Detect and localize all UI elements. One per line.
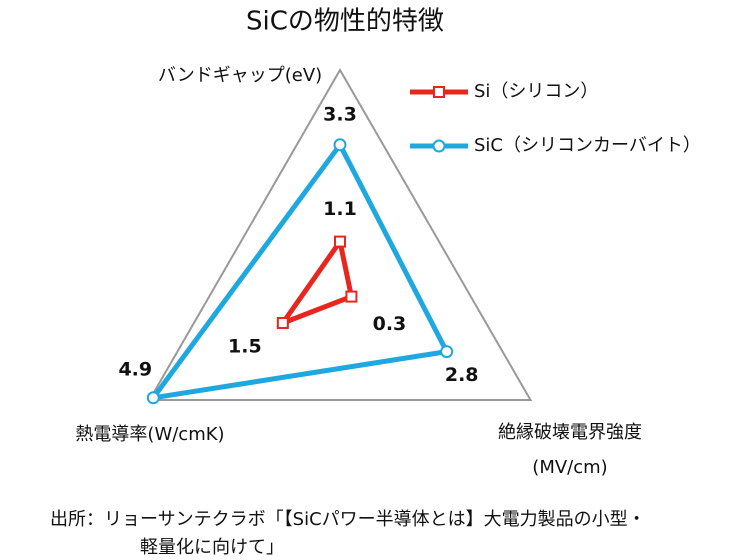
chart-title: SiCの物性的特徴	[246, 7, 444, 37]
marker	[146, 391, 160, 405]
value-label: 4.9	[118, 358, 152, 380]
axis-label: 絶縁破壊電界強度(MV/cm)	[498, 422, 642, 478]
radar-frame	[147, 67, 533, 401]
legend-marker	[432, 139, 446, 153]
legend-marker	[433, 86, 445, 98]
marker	[440, 345, 454, 359]
series-line	[280, 239, 354, 326]
axis-label: バンドギャップ(eV)	[158, 65, 322, 86]
marker	[276, 317, 289, 329]
legend-label: Si（シリコン）	[474, 81, 598, 102]
marker	[334, 235, 346, 248]
series-line	[150, 142, 450, 401]
source-note: 出所：リョーサンテクラボ「【SiCパワー半導体とは】大電力製品の小型・	[50, 509, 646, 530]
source-note: 軽量化に向けて」	[140, 537, 284, 558]
marker	[333, 138, 347, 152]
value-label: 3.3	[323, 103, 357, 125]
value-label: 1.1	[323, 198, 357, 220]
value-label: 1.5	[228, 336, 262, 358]
legend-label: SiC（シリコンカーバイト）	[474, 135, 701, 156]
axis-label: 熱電導率(W/cmK)	[75, 424, 224, 445]
marker	[345, 290, 358, 303]
value-label: 0.3	[373, 313, 407, 335]
value-label: 2.8	[445, 364, 479, 386]
